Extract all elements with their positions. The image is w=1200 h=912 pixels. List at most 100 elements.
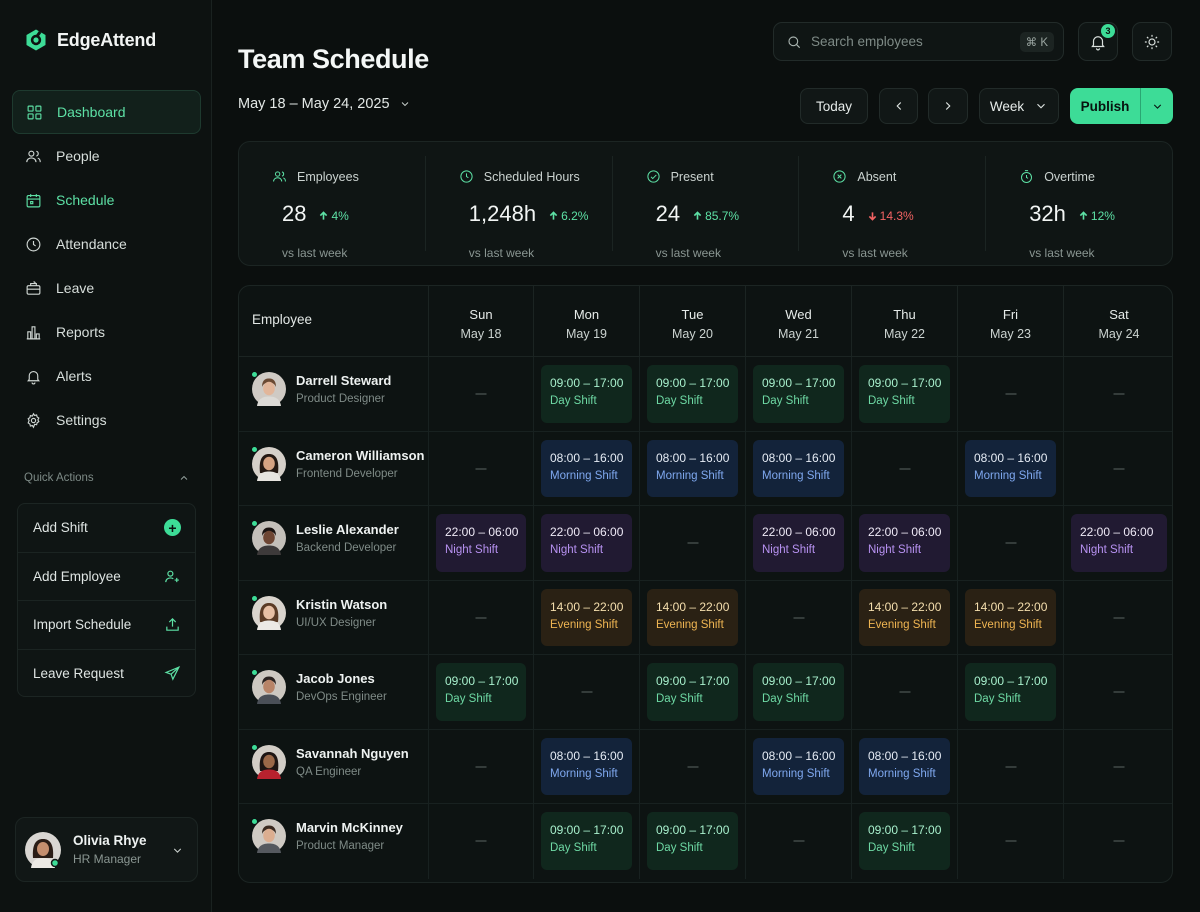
schedule-cell[interactable]: 22:00 – 06:00 Night Shift [533, 506, 639, 581]
schedule-cell[interactable] [745, 804, 851, 879]
schedule-cell[interactable] [851, 431, 957, 506]
schedule-cell[interactable]: 22:00 – 06:00 Night Shift [1063, 506, 1172, 581]
user-profile-card[interactable]: Olivia Rhye HR Manager [15, 817, 198, 882]
shift-block-morning[interactable]: 08:00 – 16:00 Morning Shift [541, 737, 632, 795]
schedule-cell[interactable]: 08:00 – 16:00 Morning Shift [745, 431, 851, 506]
sidebar-item-schedule[interactable]: Schedule [12, 178, 201, 222]
schedule-cell[interactable]: 14:00 – 22:00 Evening Shift [851, 580, 957, 655]
schedule-cell[interactable] [957, 804, 1063, 879]
shift-block-day[interactable]: 09:00 – 17:00 Day Shift [965, 663, 1056, 721]
sidebar-item-leave[interactable]: Leave [12, 266, 201, 310]
shift-block-night[interactable]: 22:00 – 06:00 Night Shift [541, 514, 632, 572]
quick-action-import-schedule[interactable]: Import Schedule [18, 601, 195, 650]
employee-cell[interactable]: Kristin Watson UI/UX Designer [251, 594, 387, 630]
day-column-header[interactable]: Wed May 21 [745, 286, 851, 357]
shift-block-day[interactable]: 09:00 – 17:00 Day Shift [647, 365, 738, 423]
day-column-header[interactable]: Thu May 22 [851, 286, 957, 357]
schedule-cell[interactable]: 09:00 – 17:00 Day Shift [639, 804, 745, 879]
schedule-cell[interactable]: 22:00 – 06:00 Night Shift [745, 506, 851, 581]
schedule-cell[interactable]: 09:00 – 17:00 Day Shift [745, 655, 851, 730]
search-bar[interactable]: ⌘ K [773, 22, 1064, 61]
sidebar-item-alerts[interactable]: Alerts [12, 354, 201, 398]
search-input[interactable] [811, 34, 1011, 49]
shift-block-day[interactable]: 09:00 – 17:00 Day Shift [753, 365, 844, 423]
schedule-cell[interactable]: 09:00 – 17:00 Day Shift [851, 357, 957, 432]
schedule-cell[interactable] [428, 729, 533, 804]
schedule-cell[interactable]: 08:00 – 16:00 Morning Shift [533, 729, 639, 804]
day-column-header[interactable]: Fri May 23 [957, 286, 1063, 357]
logo[interactable]: EdgeAttend [24, 28, 156, 52]
schedule-cell[interactable]: 08:00 – 16:00 Morning Shift [851, 729, 957, 804]
schedule-cell[interactable]: 14:00 – 22:00 Evening Shift [957, 580, 1063, 655]
schedule-cell[interactable] [428, 580, 533, 655]
day-column-header[interactable]: Tue May 20 [639, 286, 745, 357]
sidebar-item-dashboard[interactable]: Dashboard [12, 90, 201, 134]
schedule-cell[interactable] [639, 506, 745, 581]
schedule-cell[interactable] [1063, 431, 1172, 506]
shift-block-morning[interactable]: 08:00 – 16:00 Morning Shift [541, 439, 632, 497]
shift-block-night[interactable]: 22:00 – 06:00 Night Shift [859, 514, 950, 572]
quick-action-add-employee[interactable]: Add Employee [18, 553, 195, 601]
shift-block-day[interactable]: 09:00 – 17:00 Day Shift [859, 365, 950, 423]
employee-cell[interactable]: Jacob Jones DevOps Engineer [251, 669, 387, 704]
shift-block-evening[interactable]: 14:00 – 22:00 Evening Shift [541, 588, 632, 646]
schedule-cell[interactable]: 09:00 – 17:00 Day Shift [639, 655, 745, 730]
schedule-cell[interactable] [1063, 804, 1172, 879]
schedule-cell[interactable]: 09:00 – 17:00 Day Shift [745, 357, 851, 432]
quick-action-add-shift[interactable]: Add Shift + [18, 504, 195, 553]
theme-toggle-button[interactable] [1132, 22, 1172, 61]
employee-cell[interactable]: Marvin McKinney Product Manager [251, 818, 403, 853]
schedule-cell[interactable] [1063, 655, 1172, 730]
schedule-cell[interactable]: 09:00 – 17:00 Day Shift [957, 655, 1063, 730]
schedule-cell[interactable] [957, 729, 1063, 804]
view-select[interactable]: Week [979, 88, 1059, 124]
schedule-cell[interactable]: 09:00 – 17:00 Day Shift [851, 804, 957, 879]
shift-block-day[interactable]: 09:00 – 17:00 Day Shift [753, 663, 844, 721]
next-week-button[interactable] [928, 88, 968, 124]
sidebar-item-settings[interactable]: Settings [12, 398, 201, 442]
schedule-cell[interactable] [1063, 357, 1172, 432]
shift-block-evening[interactable]: 14:00 – 22:00 Evening Shift [965, 588, 1056, 646]
schedule-cell[interactable]: 08:00 – 16:00 Morning Shift [745, 729, 851, 804]
schedule-cell[interactable]: 09:00 – 17:00 Day Shift [533, 357, 639, 432]
schedule-cell[interactable]: 08:00 – 16:00 Morning Shift [639, 431, 745, 506]
publish-button[interactable]: Publish [1080, 98, 1130, 114]
schedule-cell[interactable]: 14:00 – 22:00 Evening Shift [533, 580, 639, 655]
schedule-cell[interactable] [745, 580, 851, 655]
notifications-button[interactable]: 3 [1078, 22, 1118, 61]
shift-block-night[interactable]: 22:00 – 06:00 Night Shift [753, 514, 844, 572]
sidebar-item-people[interactable]: People [12, 134, 201, 178]
shift-block-morning[interactable]: 08:00 – 16:00 Morning Shift [753, 737, 844, 795]
previous-week-button[interactable] [879, 88, 918, 124]
employee-cell[interactable]: Darrell Steward Product Designer [251, 371, 391, 406]
quick-action-leave-request[interactable]: Leave Request [18, 650, 195, 699]
shift-block-morning[interactable]: 08:00 – 16:00 Morning Shift [647, 439, 738, 497]
schedule-cell[interactable] [1063, 580, 1172, 655]
shift-block-day[interactable]: 09:00 – 17:00 Day Shift [541, 812, 632, 870]
schedule-cell[interactable]: 22:00 – 06:00 Night Shift [428, 506, 533, 581]
shift-block-day[interactable]: 09:00 – 17:00 Day Shift [647, 812, 738, 870]
schedule-cell[interactable]: 08:00 – 16:00 Morning Shift [533, 431, 639, 506]
shift-block-day[interactable]: 09:00 – 17:00 Day Shift [859, 812, 950, 870]
schedule-cell[interactable]: 08:00 – 16:00 Morning Shift [957, 431, 1063, 506]
shift-block-night[interactable]: 22:00 – 06:00 Night Shift [436, 514, 526, 572]
schedule-cell[interactable]: 09:00 – 17:00 Day Shift [533, 804, 639, 879]
schedule-cell[interactable] [639, 729, 745, 804]
schedule-cell[interactable] [957, 506, 1063, 581]
shift-block-evening[interactable]: 14:00 – 22:00 Evening Shift [647, 588, 738, 646]
schedule-cell[interactable]: 14:00 – 22:00 Evening Shift [639, 580, 745, 655]
publish-options-button[interactable] [1141, 100, 1173, 113]
chevron-down-icon[interactable] [171, 844, 184, 857]
shift-block-morning[interactable]: 08:00 – 16:00 Morning Shift [753, 439, 844, 497]
employee-cell[interactable]: Cameron Williamson Frontend Developer [251, 445, 424, 481]
shift-block-day[interactable]: 09:00 – 17:00 Day Shift [541, 365, 632, 423]
shift-block-morning[interactable]: 08:00 – 16:00 Morning Shift [965, 439, 1056, 497]
shift-block-night[interactable]: 22:00 – 06:00 Night Shift [1071, 514, 1167, 572]
date-range-picker[interactable]: May 18 – May 24, 2025 [238, 96, 411, 112]
schedule-cell[interactable] [428, 804, 533, 879]
day-column-header[interactable]: Sun May 18 [428, 286, 533, 357]
employee-cell[interactable]: Leslie Alexander Backend Developer [251, 520, 399, 555]
schedule-cell[interactable] [1063, 729, 1172, 804]
sidebar-item-reports[interactable]: Reports [12, 310, 201, 354]
schedule-cell[interactable] [428, 357, 533, 432]
